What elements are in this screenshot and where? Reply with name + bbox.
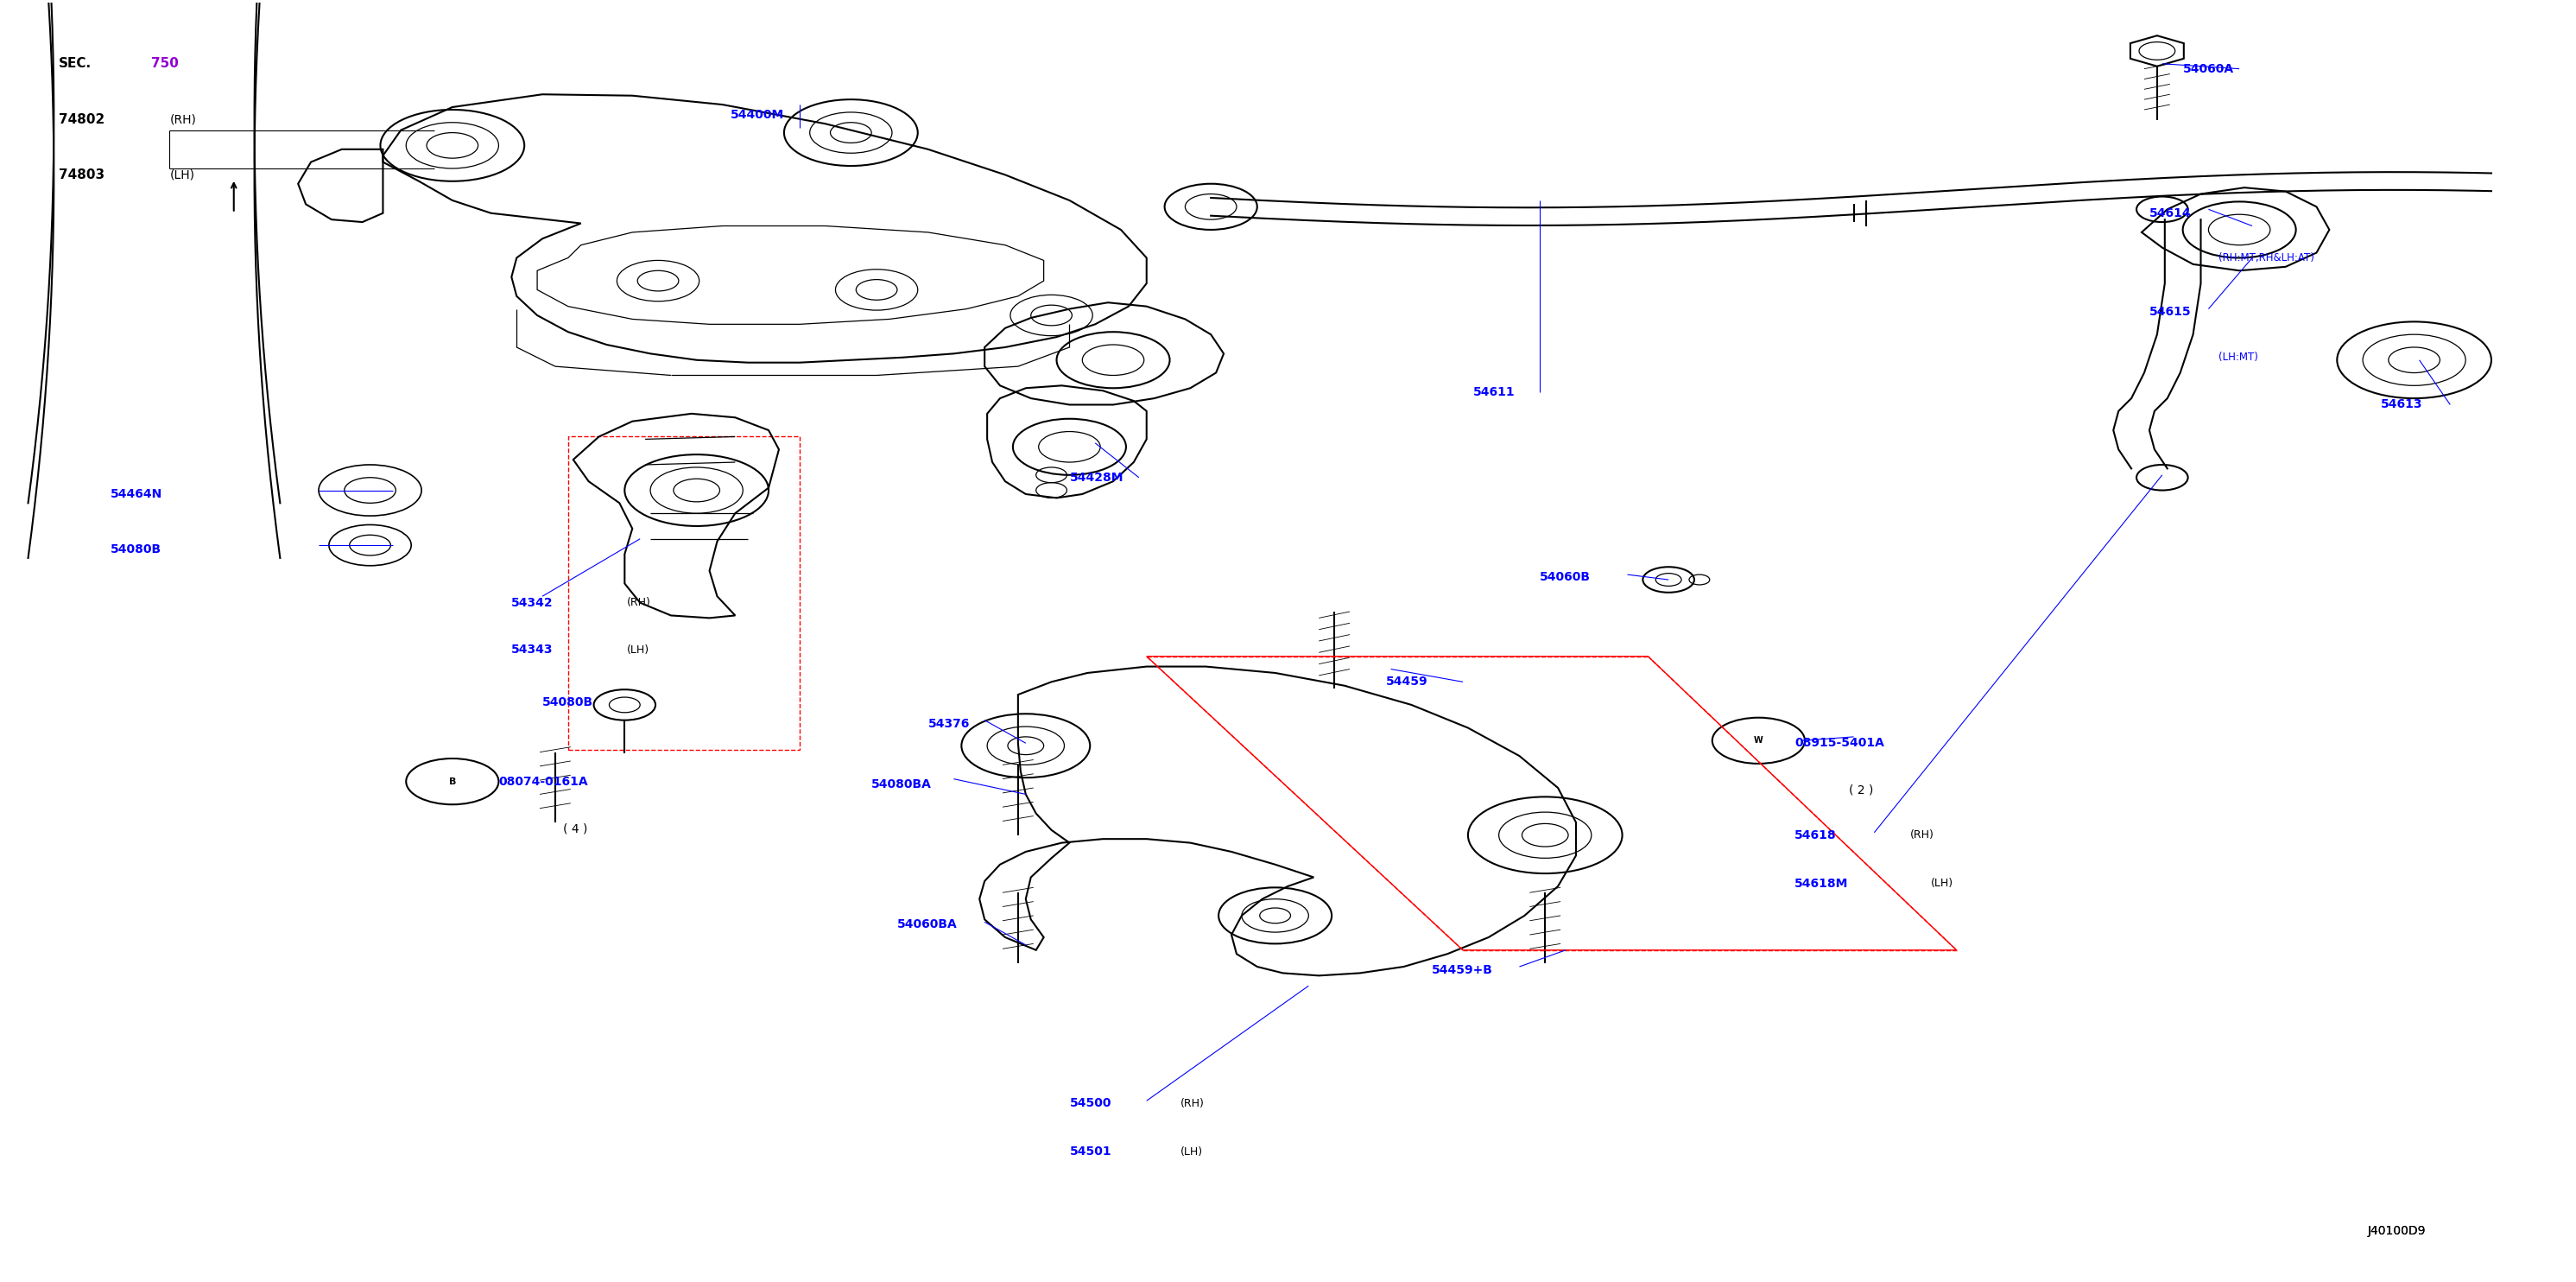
Text: 74802: 74802 — [59, 113, 106, 127]
Text: (RH): (RH) — [1180, 1097, 1203, 1109]
Text: 54464N: 54464N — [111, 488, 162, 500]
Text: J40100D9: J40100D9 — [2367, 1226, 2427, 1237]
Text: 54611: 54611 — [1473, 386, 1515, 397]
Text: 54080BA: 54080BA — [871, 778, 933, 790]
Text: 54376: 54376 — [927, 718, 969, 729]
Text: 54618: 54618 — [1795, 829, 1837, 841]
Text: SEC.: SEC. — [59, 58, 93, 71]
Text: 54060B: 54060B — [1540, 570, 1592, 583]
Text: (RH:MT,RH&LH:AT): (RH:MT,RH&LH:AT) — [2218, 253, 2313, 264]
Text: (LH:MT): (LH:MT) — [2218, 351, 2259, 363]
Text: B: B — [448, 777, 456, 786]
Text: 54060A: 54060A — [2182, 63, 2233, 74]
Text: 54459: 54459 — [1386, 676, 1427, 688]
Bar — [569, 437, 799, 750]
Text: 54343: 54343 — [513, 644, 554, 656]
Text: 74803: 74803 — [59, 168, 106, 181]
Text: 54501: 54501 — [1069, 1146, 1110, 1158]
Text: (RH): (RH) — [170, 114, 196, 126]
Text: (LH): (LH) — [626, 645, 649, 655]
Text: 54613: 54613 — [2380, 399, 2421, 410]
Text: (LH): (LH) — [1932, 878, 1953, 890]
Text: ( 4 ): ( 4 ) — [564, 823, 587, 835]
Text: (RH): (RH) — [1911, 829, 1935, 841]
Text: J40100D9: J40100D9 — [2367, 1226, 2427, 1237]
Text: 54618M: 54618M — [1795, 878, 1850, 890]
Text: 54459+B: 54459+B — [1432, 964, 1494, 977]
Text: 54400M: 54400M — [729, 109, 783, 121]
Text: 750: 750 — [152, 58, 180, 71]
Text: 54080B: 54080B — [544, 696, 592, 709]
Text: 08074-0161A: 08074-0161A — [500, 776, 587, 787]
Text: 54500: 54500 — [1069, 1097, 1110, 1109]
Text: (RH): (RH) — [626, 597, 652, 608]
Text: 08915-5401A: 08915-5401A — [1795, 737, 1883, 749]
Text: 54080B: 54080B — [111, 544, 162, 555]
Text: W: W — [1754, 736, 1762, 745]
Text: (LH): (LH) — [170, 169, 196, 181]
Text: (LH): (LH) — [1180, 1146, 1203, 1158]
Text: 54428M: 54428M — [1069, 472, 1123, 483]
Text: 54060BA: 54060BA — [896, 918, 958, 931]
Text: ( 2 ): ( 2 ) — [1850, 785, 1873, 796]
Text: 54342: 54342 — [513, 596, 554, 609]
Text: 54614: 54614 — [2148, 208, 2192, 219]
Text: 54615: 54615 — [2148, 305, 2192, 318]
